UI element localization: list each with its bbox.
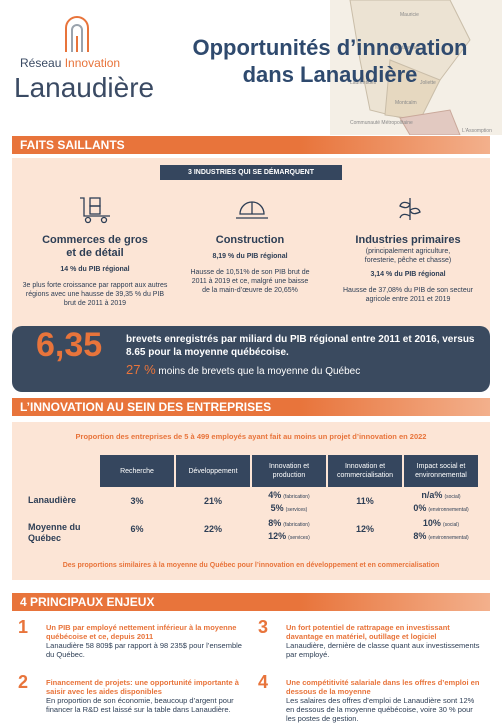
cell-value: 0% [413, 503, 427, 513]
patent-text: brevets enregistrés par miliard du PIB r… [126, 334, 475, 358]
cell: 4% (fabrication) 5% (services) [252, 490, 326, 516]
map [330, 0, 502, 135]
cell-line: 10% (social) [404, 518, 478, 531]
cell-line: 12% [328, 524, 402, 535]
section-bar: FAITS SAILLANTS [12, 136, 490, 154]
issue: 1 Un PIB par employé nettement inférieur … [18, 617, 242, 659]
title: Opportunités d’innovation dans Lanaudière [192, 35, 468, 87]
cell: 21% [176, 496, 250, 507]
cell-note: (fabrication) [283, 522, 310, 528]
row-label: Moyenne du Québec [28, 522, 81, 543]
map-label: Montcalm [395, 100, 417, 106]
cell-line: 0% (environnemental) [404, 503, 478, 516]
cell-note: (fabrication) [283, 494, 310, 500]
industry: Industries primaires (principalement agr… [343, 234, 473, 303]
cell: 11% [328, 496, 402, 507]
cell-line: n/a% (social) [404, 490, 478, 503]
patent-banner [12, 326, 490, 392]
cell-line: 11% [328, 496, 402, 507]
icon [236, 201, 268, 219]
table-footnote: Des proportions similaires à la moyenne … [62, 562, 440, 569]
cell-line: 22% [176, 524, 250, 535]
map-label: Communauté Métropolitaine [350, 120, 413, 126]
map-label: L'Assomption [462, 128, 492, 134]
cell-value: n/a% [421, 490, 443, 500]
column-header: Innovation et commercialisation [328, 455, 402, 487]
issue: 4 Une compétitivité salariale dans les of… [258, 672, 480, 723]
cell: 8% (fabrication) 12% (services) [252, 518, 326, 544]
column-header: Recherche [100, 455, 174, 487]
cell: n/a% (social) 0% (environnemental) [404, 490, 478, 516]
issue: 3 Un fort potentiel de rattrapage en inve… [258, 617, 480, 659]
column-header: Développement [176, 455, 250, 487]
map-label: Matawinie [395, 45, 418, 51]
cell-line: 5% (services) [252, 503, 326, 516]
section-bar: L’INNOVATION AU SEIN DES ENTREPRISES [12, 398, 490, 416]
row-label: Lanaudière [28, 495, 77, 505]
column-header: Innovation et production [252, 455, 326, 487]
cell-value: 21% [203, 496, 222, 506]
patent-gap: 27 % moins de brevets que la moyenne du … [126, 362, 361, 377]
cell: 6% [100, 524, 174, 535]
cell-line: 21% [176, 496, 250, 507]
logo-name: Lanaudière [14, 72, 155, 103]
panel [12, 422, 490, 580]
map-label: Laurentides [350, 80, 377, 86]
cell-note: (environnemental) [428, 535, 469, 541]
cell-line: 6% [100, 524, 174, 535]
panel [12, 158, 490, 332]
cell-value: 12% [355, 524, 374, 534]
cell-line: 4% (fabrication) [252, 490, 326, 503]
cell-value: 6% [130, 524, 144, 534]
cell-line: 8% (environnemental) [404, 531, 478, 544]
cell-note: (services) [288, 535, 310, 541]
industry: Construction 8,19 % du PIB régional Haus… [190, 234, 310, 294]
cell-note: (social) [444, 494, 461, 500]
map-label: Joliette [420, 80, 436, 86]
cell-note: (services) [285, 507, 308, 513]
industry: Commerces de gros et de détail 14 % du P… [22, 234, 168, 307]
table-subtitle: Proportion des entreprises de 5 à 499 em… [75, 432, 427, 441]
issue: 2 Financement de projets: une opportunité… [18, 672, 239, 714]
cell-value: 10% [422, 518, 441, 528]
cell-value: 8% [413, 531, 427, 541]
cell-note: (social) [442, 522, 460, 528]
cell: 10% (social) 8% (environnemental) [404, 518, 478, 544]
cell-line: 3% [100, 496, 174, 507]
cell: 22% [176, 524, 250, 535]
cell-value: 12% [268, 531, 287, 541]
cell-value: 5% [270, 503, 284, 513]
column-header: Impact social et environnemental [404, 455, 478, 487]
logo-icon [65, 16, 89, 52]
cell: 12% [328, 524, 402, 535]
cell-value: 22% [203, 524, 222, 534]
cell-value: 8% [268, 518, 282, 528]
cell-value: 4% [268, 490, 282, 500]
logo-top: Réseau Innovation [20, 56, 121, 70]
cell-value: 3% [130, 496, 144, 506]
icon [399, 198, 421, 220]
cell-note: (environnemental) [428, 507, 469, 513]
section-bar: 4 PRINCIPAUX ENJEUX [12, 593, 490, 611]
patent-value: 6,35 [36, 326, 103, 364]
badge: 3 INDUSTRIES QUI SE DÉMARQUENT [160, 165, 342, 180]
cell-value: 11% [356, 496, 374, 506]
icon [80, 197, 110, 224]
cell-line: 8% (fabrication) [252, 518, 326, 531]
map-label: Mauricie [400, 12, 419, 18]
cell-line: 12% (services) [252, 531, 326, 544]
cell: 3% [100, 496, 174, 507]
